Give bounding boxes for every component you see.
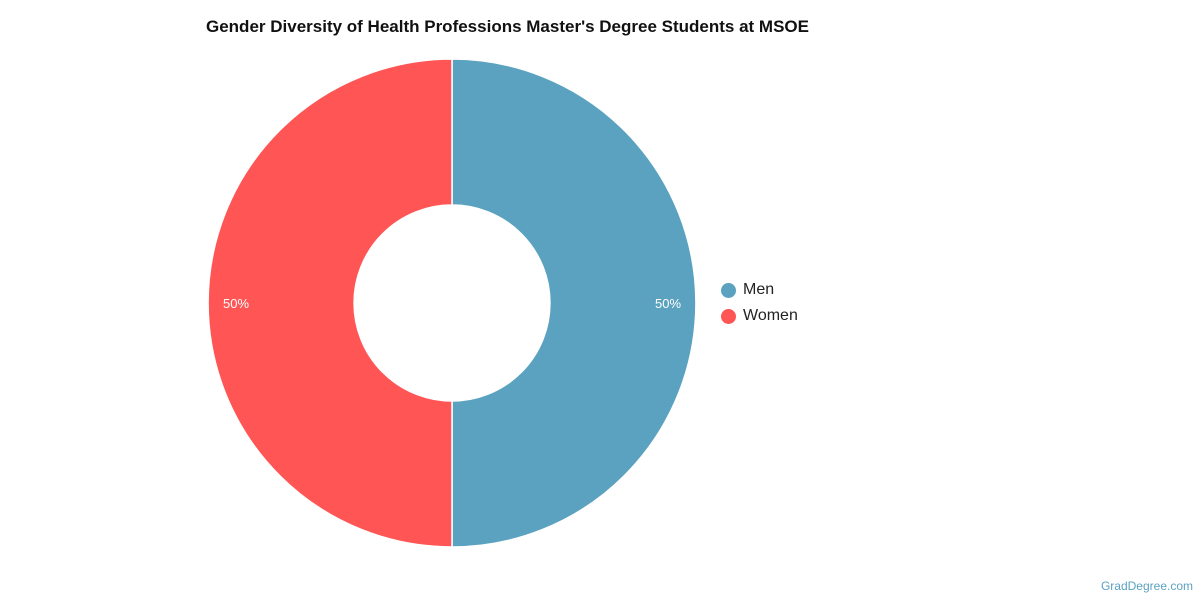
legend-item-men[interactable]: Men [721,281,774,299]
chart-title: Gender Diversity of Health Professions M… [206,17,809,36]
data-label-men: 50% [655,296,681,311]
data-label-women: 50% [223,296,249,311]
legend-label-women: Women [743,307,798,324]
legend-marker-men [721,282,736,298]
legend-marker-women [721,308,736,324]
legend-label-men: Men [743,281,775,298]
slice-women[interactable] [207,58,453,548]
credit-link[interactable]: GradDegree.com [1100,579,1193,593]
slice-men[interactable] [451,58,697,548]
legend-item-women[interactable]: Women [721,307,798,325]
